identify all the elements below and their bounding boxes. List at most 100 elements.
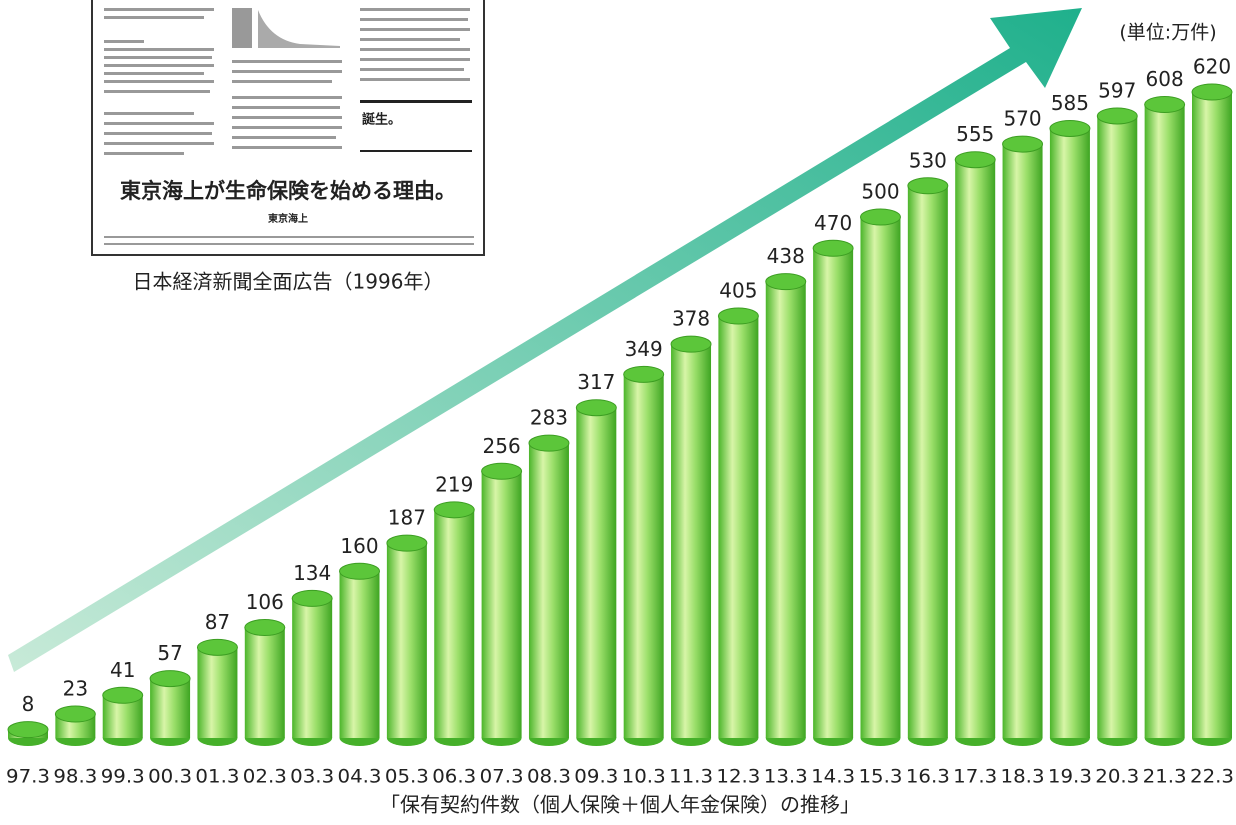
value-label: 438 [767, 244, 805, 268]
x-tick-label: 01.3 [195, 766, 239, 788]
bar-top [528, 434, 570, 452]
newspaper: 誕生。 東京海上が生命保険を始める理由。 東京海上 [91, 0, 485, 256]
x-tick-label: 21.3 [1143, 766, 1187, 788]
x-tick-label: 07.3 [480, 766, 524, 788]
bar-top [1096, 107, 1138, 125]
value-label: 555 [956, 122, 994, 146]
bar [244, 627, 285, 738]
bar-top [291, 589, 333, 607]
newspaper-headline: 東京海上が生命保険を始める理由。 [120, 179, 456, 203]
x-tick-label: 05.3 [385, 766, 429, 788]
x-tick-label: 14.3 [811, 766, 855, 788]
bar [386, 543, 427, 738]
bar [718, 316, 759, 738]
x-tick-label: 17.3 [953, 766, 997, 788]
value-label: 470 [814, 211, 852, 235]
x-tick-label: 12.3 [716, 766, 760, 788]
value-label: 106 [246, 590, 284, 614]
bar [623, 374, 664, 738]
bar-top [575, 399, 617, 417]
bar-top [433, 501, 475, 519]
bar [1097, 115, 1138, 738]
bar-top [1049, 119, 1091, 137]
value-label: 8 [22, 692, 35, 716]
x-tick-label: 06.3 [432, 766, 476, 788]
x-tick-label: 03.3 [290, 766, 334, 788]
bar-top [1002, 135, 1044, 153]
x-tick-label: 09.3 [574, 766, 618, 788]
x-tick-label: 15.3 [858, 766, 902, 788]
x-tick-label: 04.3 [338, 766, 382, 788]
bar-top [1144, 96, 1186, 114]
value-label: 570 [1003, 107, 1041, 131]
value-label: 219 [435, 472, 473, 496]
value-label: 317 [577, 370, 615, 394]
value-label: 378 [672, 307, 710, 331]
bar [671, 344, 712, 738]
bar-top [623, 365, 665, 383]
newspaper-caption: 日本経済新聞全面広告（1996年） [133, 270, 444, 294]
newspaper-tagline: 誕生。 [362, 112, 401, 128]
bar [907, 185, 948, 739]
bar [1144, 104, 1185, 738]
x-tick-label: 08.3 [527, 766, 571, 788]
x-tick-label: 22.3 [1190, 766, 1234, 788]
bar [1049, 128, 1090, 738]
x-tick-label: 11.3 [669, 766, 713, 788]
value-label: 57 [157, 641, 182, 665]
bar-top [339, 562, 381, 580]
bar-top [1191, 83, 1233, 101]
x-tick-label: 18.3 [1001, 766, 1045, 788]
x-tick-label: 20.3 [1095, 766, 1139, 788]
bar [528, 443, 569, 738]
bar-top [386, 534, 428, 552]
x-tick-label: 98.3 [53, 766, 97, 788]
bar-top [670, 335, 712, 353]
x-tick-label: 19.3 [1048, 766, 1092, 788]
bar [339, 571, 380, 738]
bar [150, 678, 191, 738]
bar-top [481, 462, 523, 480]
bar [765, 281, 806, 738]
bar-top [7, 721, 49, 739]
bar [860, 217, 901, 739]
x-tick-label: 13.3 [764, 766, 808, 788]
value-label: 585 [1051, 91, 1089, 115]
newspaper-company: 東京海上 [268, 212, 308, 225]
bar-top [244, 619, 286, 637]
value-label: 597 [1098, 78, 1136, 102]
chart-caption: 「保有契約件数（個人保険＋個人年金保険）の推移」 [380, 793, 860, 817]
bar [955, 159, 996, 738]
newspaper-text-lines [104, 8, 474, 245]
bar [576, 407, 617, 738]
value-label: 620 [1193, 55, 1231, 79]
x-tick-label: 02.3 [243, 766, 287, 788]
bar-top [812, 239, 854, 257]
bar-top [907, 177, 949, 195]
value-label: 256 [483, 434, 521, 458]
bar-top [196, 638, 238, 656]
x-tick-label: 97.3 [6, 766, 50, 788]
value-label: 134 [293, 561, 331, 585]
value-label: 608 [1146, 67, 1184, 91]
bar [1002, 144, 1043, 738]
value-label: 349 [625, 337, 663, 361]
bar-top [954, 151, 996, 169]
value-label: 160 [340, 534, 378, 558]
value-label: 23 [63, 677, 88, 701]
bar-top [765, 273, 807, 291]
bar-top [149, 670, 191, 688]
bar-top [54, 705, 96, 723]
value-label: 187 [388, 506, 426, 530]
bar [434, 509, 475, 738]
value-label: 87 [205, 610, 230, 634]
bar [813, 248, 854, 738]
bar [292, 598, 333, 738]
bar [1192, 92, 1232, 738]
bar-top [717, 307, 759, 325]
value-label: 283 [530, 406, 568, 430]
bar [197, 647, 238, 738]
value-label: 530 [909, 148, 947, 172]
x-tick-label: 00.3 [148, 766, 192, 788]
